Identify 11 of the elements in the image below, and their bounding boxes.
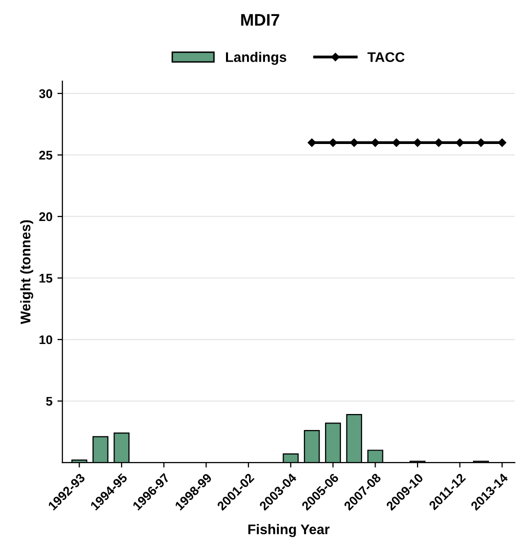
y-tick-label: 25 xyxy=(39,150,52,160)
y-axis-title: Weight (tonnes) xyxy=(20,220,34,324)
x-axis-title: Fishing Year xyxy=(248,524,330,538)
chart-title: MDI7 xyxy=(241,14,280,26)
legend-label: TACC xyxy=(368,52,405,62)
y-tick-label: 5 xyxy=(46,396,52,406)
legend-label: Landings xyxy=(226,52,286,65)
y-tick-label: 30 xyxy=(39,89,52,98)
y-tick-label: 20 xyxy=(39,212,52,222)
y-tick-label: 15 xyxy=(40,274,52,283)
y-tick-label: 10 xyxy=(40,335,52,344)
